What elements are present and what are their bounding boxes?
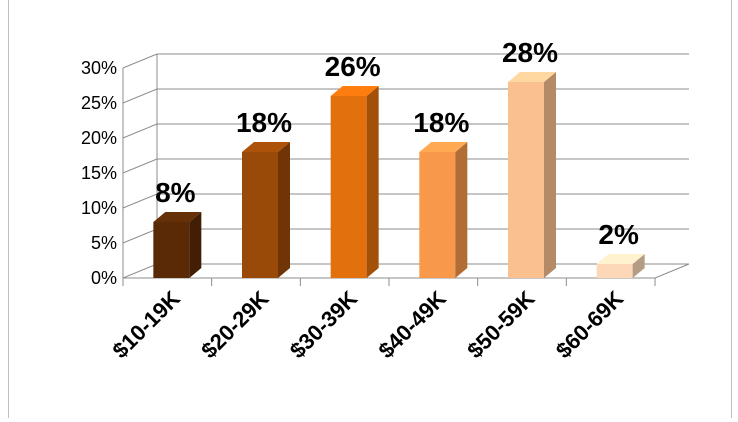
gridline [122, 53, 689, 69]
bar [596, 264, 633, 278]
y-tick-label: 15% [81, 163, 117, 183]
bar-side [455, 142, 468, 278]
data-label: 26% [325, 51, 381, 82]
gridline [122, 123, 689, 139]
x-tick-label: $60-69K [551, 286, 628, 363]
bar-top [419, 142, 468, 152]
data-label: 18% [236, 107, 292, 138]
bar [419, 152, 456, 278]
gridline [122, 158, 689, 174]
x-tick-label: $10-19K [108, 286, 185, 363]
x-tick-label: $50-59K [462, 286, 539, 363]
x-tick-label: $30-39K [285, 286, 362, 363]
x-tick-label: $40-49K [374, 286, 451, 363]
bar-side [632, 254, 645, 278]
chart-frame [8, 0, 732, 418]
bar [330, 96, 367, 278]
data-label: 2% [598, 219, 639, 250]
bar-side [544, 72, 556, 278]
gridline [122, 193, 689, 209]
bar-top [330, 86, 379, 96]
bar-side [278, 142, 290, 278]
bar-top [596, 254, 645, 264]
data-label: 28% [502, 37, 558, 68]
y-tick-label: 25% [81, 93, 117, 113]
x-tick-label: $20-29K [196, 286, 273, 363]
bar [242, 152, 278, 278]
bar [153, 222, 190, 278]
bar-top [242, 142, 290, 152]
y-tick-label: 30% [81, 58, 117, 78]
data-label: 18% [413, 107, 469, 138]
y-tick-label: 0% [91, 268, 117, 288]
bar-side [366, 86, 379, 278]
y-tick-label: 20% [81, 128, 117, 148]
y-tick-label: 10% [81, 198, 117, 218]
y-tick-label: 5% [91, 233, 117, 253]
data-label: 8% [155, 177, 196, 208]
bar-top [153, 212, 202, 222]
bar-top [508, 72, 556, 82]
gridline [122, 88, 689, 104]
bar-side [189, 212, 202, 278]
bar [508, 82, 544, 278]
